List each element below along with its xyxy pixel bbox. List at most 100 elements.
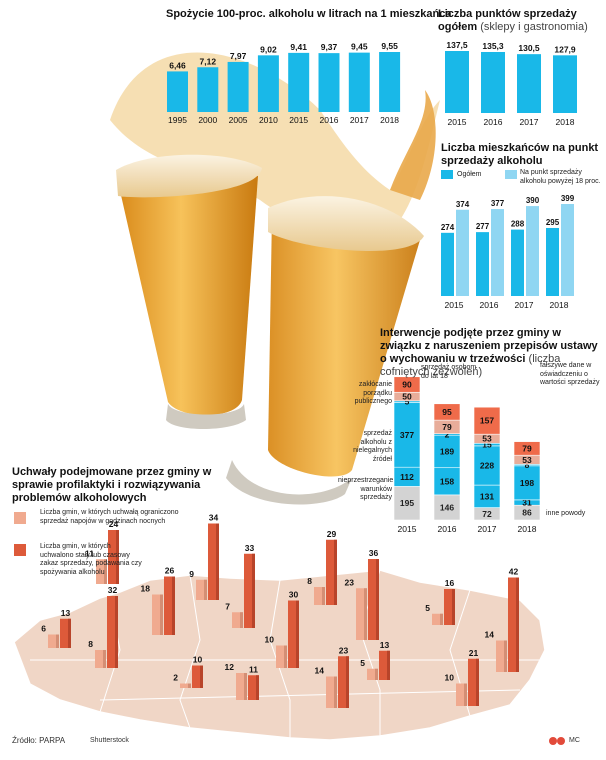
footer-photo: Shutterstock bbox=[90, 737, 129, 744]
map-bar-ban-side-2 bbox=[115, 596, 118, 668]
interventions-value-label: 189 bbox=[440, 446, 454, 456]
interventions-value-label: 198 bbox=[520, 478, 534, 488]
map-bar-ban-14 bbox=[192, 665, 203, 688]
consumption-bar-2018 bbox=[379, 52, 401, 112]
interventions-value-label: 158 bbox=[440, 476, 454, 486]
map-value-night: 11 bbox=[85, 548, 94, 558]
residents-value-label: 274 bbox=[441, 223, 455, 232]
map-value-ban: 42 bbox=[509, 567, 519, 577]
interventions-value-label: 53 bbox=[522, 455, 532, 465]
map-bar-night-11 bbox=[432, 613, 443, 625]
map-bar-night-side-6 bbox=[284, 645, 287, 668]
map-bar-ban-15 bbox=[248, 675, 259, 700]
interventions-title: Interwencje podjęte przez gminy w związk… bbox=[380, 327, 602, 379]
outlets-year-label: 2015 bbox=[448, 117, 467, 127]
map-value-ban: 13 bbox=[380, 640, 390, 650]
map-bar-ban-12 bbox=[508, 577, 519, 672]
map-bar-night-side-14 bbox=[188, 683, 191, 688]
map-bar-night-7 bbox=[314, 587, 325, 605]
outlets-value-label: 137,5 bbox=[446, 40, 468, 50]
consumption-year-label: 2005 bbox=[229, 115, 248, 125]
map-bar-ban-side-11 bbox=[452, 589, 455, 625]
outlets-value-label: 130,5 bbox=[518, 43, 540, 53]
residents-value-label: 390 bbox=[526, 196, 540, 205]
map-bar-ban-9 bbox=[338, 656, 349, 708]
residents-bar-above18-2016 bbox=[491, 209, 504, 296]
brand-logo-icon-2 bbox=[557, 737, 565, 745]
legend-label-overall: Ogółem bbox=[457, 171, 482, 178]
map-value-ban: 11 bbox=[249, 664, 258, 674]
legend-swatch-overall bbox=[441, 170, 453, 179]
map-bar-night-9 bbox=[326, 676, 337, 708]
residents-value-label: 399 bbox=[561, 194, 575, 203]
consumption-value-label: 9,55 bbox=[381, 41, 398, 51]
map-value-ban: 33 bbox=[245, 543, 255, 553]
map-value-night: 6 bbox=[41, 624, 46, 634]
consumption-bar-2005 bbox=[227, 61, 249, 112]
chart-interventions: 1951123775509020151461581892799520167213… bbox=[393, 376, 541, 534]
consumption-value-label: 9,45 bbox=[351, 42, 368, 52]
map-bar-ban-16 bbox=[468, 658, 479, 706]
map-bar-ban-side-10 bbox=[387, 650, 390, 680]
interventions-value-label: 86 bbox=[522, 508, 532, 518]
map-bar-night-2 bbox=[95, 650, 106, 668]
interventions-year-label: 2017 bbox=[478, 524, 497, 534]
outlets-title-main: Liczba punktów sprzedaży ogółem bbox=[438, 8, 577, 33]
map-value-ban: 23 bbox=[339, 645, 349, 655]
outlets-value-label: 135,3 bbox=[482, 41, 504, 51]
chart-outlets: 137,5 2015 135,3 2016 130,5 2017 127,9 2018 bbox=[445, 40, 577, 127]
map-bar-night-side-11 bbox=[440, 613, 443, 625]
map-bar-night-side-13 bbox=[104, 559, 107, 584]
map-bar-night-side-16 bbox=[464, 683, 467, 706]
interventions-value-label: 5 bbox=[405, 397, 410, 407]
outlets-year-label: 2018 bbox=[556, 117, 575, 127]
residents-bar-overall-2017 bbox=[511, 229, 524, 296]
map-bar-night-side-3 bbox=[160, 594, 163, 635]
map-bar-night-13 bbox=[96, 559, 107, 584]
map-value-ban: 26 bbox=[165, 566, 175, 576]
map-bar-ban-side-14 bbox=[200, 665, 203, 688]
consumption-year-label: 2015 bbox=[289, 115, 308, 125]
consumption-value-label: 9,02 bbox=[260, 44, 277, 54]
map-bar-ban-10 bbox=[379, 650, 390, 680]
map-value-night: 18 bbox=[141, 584, 151, 594]
interventions-subtitle: (liczba cofniętych zezwoleń) bbox=[380, 353, 561, 378]
interventions-value-label: 72 bbox=[482, 509, 492, 519]
map-value-night: 5 bbox=[425, 603, 430, 613]
map-title: Uchwały podejmowane przez gminy w sprawi… bbox=[12, 466, 212, 504]
residents-year-label: 2017 bbox=[515, 300, 534, 310]
map-bar-ban-side-5 bbox=[252, 553, 255, 628]
map-value-night: 10 bbox=[265, 635, 275, 645]
map-bar-ban-2 bbox=[107, 596, 118, 668]
map-bar-ban-side-16 bbox=[476, 658, 479, 706]
interventions-value-label: 8 bbox=[525, 460, 530, 470]
chart-residents: 274 374 2015 277 377 2016 288 390 2017 295 399 2018 bbox=[441, 194, 575, 310]
interventions-value-label: 228 bbox=[480, 460, 494, 470]
interventions-year-label: 2015 bbox=[398, 524, 417, 534]
outlets-subtitle: (sklepy i gastronomia) bbox=[480, 21, 588, 33]
interventions-value-label: 31 bbox=[522, 498, 532, 508]
consumption-year-label: 2016 bbox=[320, 115, 339, 125]
map-value-ban: 34 bbox=[209, 513, 219, 523]
interventions-value-label: 15 bbox=[482, 440, 492, 450]
map-value-ban: 10 bbox=[193, 655, 203, 665]
map-bar-ban-11 bbox=[444, 589, 455, 625]
interventions-value-label: 95 bbox=[442, 407, 452, 417]
map-bar-ban-side-9 bbox=[346, 656, 349, 708]
map-value-ban: 21 bbox=[469, 648, 479, 658]
map-value-night: 14 bbox=[485, 630, 495, 640]
map-bar-ban-6 bbox=[288, 600, 299, 668]
outlets-bar-2017 bbox=[517, 54, 541, 113]
consumption-year-label: 1995 bbox=[168, 115, 187, 125]
interventions-value-label: 131 bbox=[480, 491, 494, 501]
residents-value-label: 277 bbox=[476, 222, 490, 231]
map-bar-ban-side-8 bbox=[376, 559, 379, 640]
beer-glasses-illustration bbox=[110, 52, 440, 505]
footer-author: MC bbox=[569, 737, 580, 744]
map-bar-night-side-1 bbox=[56, 634, 59, 648]
chart-consumption: 6,46 1995 7,12 2000 7,97 2005 9,02 2010 9,41 2015… bbox=[167, 41, 401, 125]
interventions-value-label: 79 bbox=[442, 422, 452, 432]
interventions-segment-2018 bbox=[513, 465, 541, 501]
consumption-year-label: 2000 bbox=[198, 115, 217, 125]
